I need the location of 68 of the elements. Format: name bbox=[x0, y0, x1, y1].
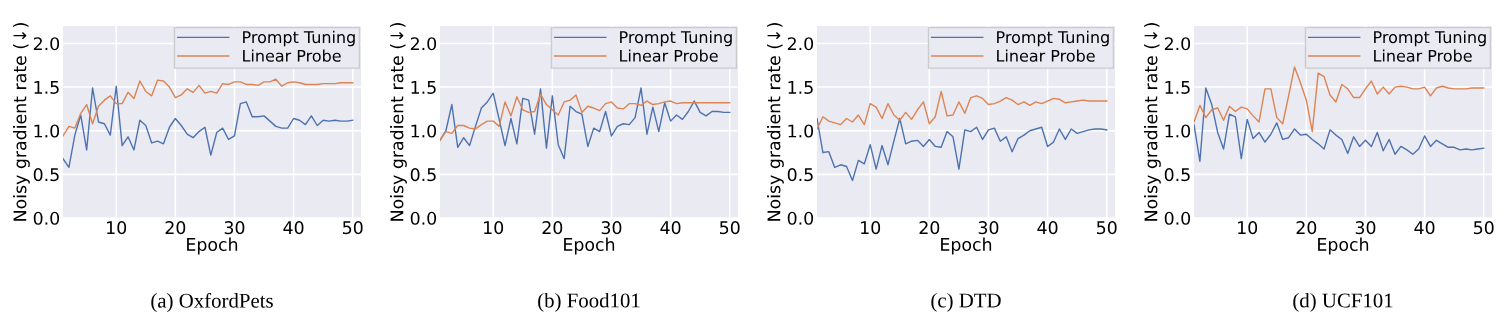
y-axis-title: Noisy gradient rate (↓) bbox=[1144, 23, 1161, 221]
line-series bbox=[440, 87, 731, 160]
x-tick-label: 30 bbox=[1355, 221, 1376, 235]
legend-label: Prompt Tuning bbox=[620, 30, 732, 47]
x-tick-label: 20 bbox=[542, 221, 563, 235]
x-tick-label: 20 bbox=[919, 221, 940, 235]
y-tick-label: 2.0 bbox=[787, 37, 814, 51]
y-tick-label: 0.0 bbox=[33, 211, 60, 225]
y-tick-label: 1.0 bbox=[411, 124, 437, 138]
y-tick-label: 2.0 bbox=[1164, 37, 1191, 51]
text: (b) Food101 bbox=[538, 292, 640, 312]
x-tick-label: 50 bbox=[343, 221, 363, 235]
y-tick-label: 0.5 bbox=[787, 168, 813, 182]
x-tick-label: 40 bbox=[283, 221, 304, 235]
y-tick-label: 0.0 bbox=[1164, 211, 1191, 225]
text: (c) DTD bbox=[931, 292, 1001, 312]
x-tick-label: 20 bbox=[165, 221, 186, 235]
y-axis-title: Noisy gradient rate (↓) bbox=[390, 23, 407, 221]
y-tick-label: 1.5 bbox=[34, 81, 59, 94]
y-tick-label: 1.0 bbox=[788, 124, 814, 138]
legend-label: Linear Probe bbox=[620, 49, 718, 62]
legend-label: Linear Probe bbox=[997, 49, 1095, 62]
x-axis-title: Epoch bbox=[1318, 237, 1369, 255]
x-tick-label: 10 bbox=[861, 221, 881, 235]
text: (d) UCF101 bbox=[1293, 292, 1393, 312]
x-axis-title: Epoch bbox=[564, 237, 615, 255]
line-series bbox=[1194, 66, 1485, 133]
line-series bbox=[440, 93, 731, 142]
legend-label: Prompt Tuning bbox=[1374, 30, 1486, 47]
x-axis-title: Epoch bbox=[187, 237, 238, 255]
y-tick-label: 0.5 bbox=[1164, 168, 1190, 182]
x-tick-label: 10 bbox=[107, 221, 127, 235]
line-series bbox=[817, 90, 1108, 130]
y-tick-label: 2.0 bbox=[410, 37, 437, 51]
y-axis-title: Noisy gradient rate (↓) bbox=[13, 23, 30, 221]
x-tick-label: 40 bbox=[1414, 221, 1435, 235]
x-tick-label: 10 bbox=[484, 221, 504, 235]
x-tick-label: 30 bbox=[601, 221, 622, 235]
y-tick-label: 0.0 bbox=[410, 211, 437, 225]
legend-label: Prompt Tuning bbox=[243, 30, 355, 47]
x-tick-label: 40 bbox=[1037, 221, 1058, 235]
line-series bbox=[63, 85, 354, 169]
legend-label: Linear Probe bbox=[1374, 49, 1472, 62]
text: (a) OxfordPets bbox=[151, 292, 273, 312]
y-tick-label: 1.0 bbox=[34, 124, 60, 138]
y-tick-label: 1.5 bbox=[411, 81, 436, 94]
y-tick-label: 2.0 bbox=[33, 37, 60, 51]
x-tick-label: 50 bbox=[1474, 221, 1494, 235]
legend-label: Prompt Tuning bbox=[997, 30, 1109, 47]
x-tick-label: 50 bbox=[1097, 221, 1117, 235]
y-tick-label: 0.5 bbox=[410, 168, 436, 182]
y-tick-label: 1.0 bbox=[1165, 124, 1191, 138]
x-axis-title: Epoch bbox=[941, 237, 992, 255]
y-axis-title: Noisy gradient rate (↓) bbox=[767, 23, 784, 221]
x-tick-label: 50 bbox=[720, 221, 740, 235]
x-tick-label: 30 bbox=[978, 221, 999, 235]
y-tick-label: 0.0 bbox=[787, 211, 814, 225]
x-tick-label: 20 bbox=[1296, 221, 1317, 235]
x-tick-label: 30 bbox=[224, 221, 245, 235]
line-series bbox=[1194, 87, 1485, 162]
x-tick-label: 40 bbox=[660, 221, 681, 235]
y-tick-label: 0.5 bbox=[33, 168, 59, 182]
line-series bbox=[63, 78, 354, 137]
y-tick-label: 1.5 bbox=[788, 81, 813, 94]
line-series bbox=[817, 117, 1108, 182]
legend-label: Linear Probe bbox=[243, 49, 341, 62]
y-tick-label: 1.5 bbox=[1165, 81, 1190, 94]
x-tick-label: 10 bbox=[1238, 221, 1258, 235]
